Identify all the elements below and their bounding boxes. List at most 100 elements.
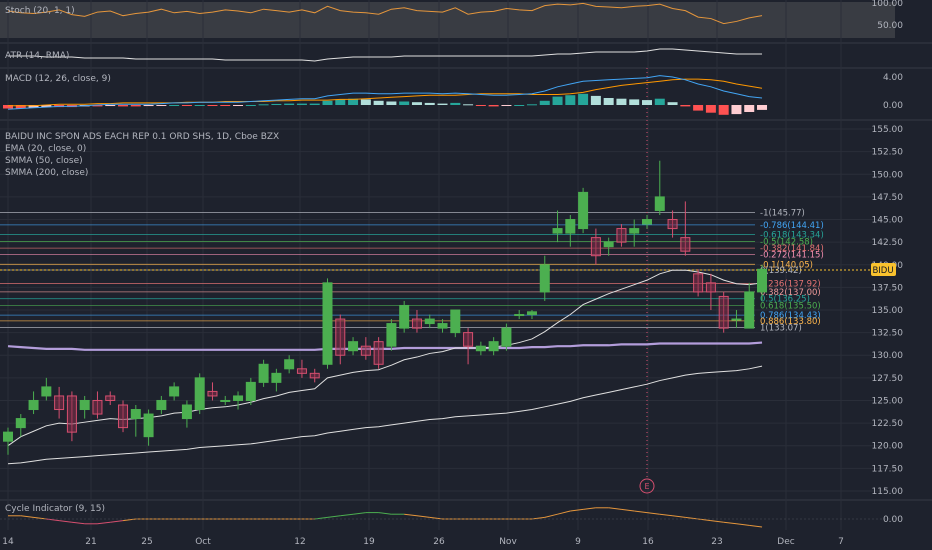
cycle-line-segment: [327, 515, 341, 518]
macd-hist-bar: [744, 105, 755, 112]
macd-label: MACD (12, 26, close, 9): [5, 74, 111, 84]
earnings-event-marker[interactable]: E: [639, 478, 655, 494]
price-pane: BAIDU INC SPON ADS EACH REP 0.1 ORD SHS,…: [5, 132, 279, 178]
macd-hist-bar: [463, 104, 474, 106]
cycle-line-segment: [710, 520, 724, 523]
candle-body: [3, 431, 13, 442]
atr-pane: ATR (14, RMA): [5, 51, 69, 61]
macd-hist-bar: [15, 105, 26, 109]
candle-body: [92, 399, 103, 415]
macd-hist-bar: [514, 105, 525, 106]
grid: [0, 0, 932, 530]
macd-hist-bar: [603, 98, 614, 105]
fib-label: -0.5(142.58): [760, 237, 813, 247]
macd-hist-bar: [245, 105, 256, 106]
stoch-tick-100: 100.00: [872, 0, 904, 9]
cycle-line-segment: [416, 515, 430, 518]
macd-hist-bar: [578, 93, 589, 105]
fib-label: -0.382(141.84): [760, 244, 824, 254]
atr-line: [8, 48, 763, 62]
x-tick-label: 12: [294, 537, 305, 547]
y-tick-label: 120.00: [872, 442, 904, 452]
candle-body: [654, 196, 665, 211]
candle-body: [667, 219, 678, 230]
candle-body: [526, 311, 537, 316]
cycle-line-segment: [736, 523, 750, 526]
candle-body: [156, 399, 167, 411]
macd-hist-bar: [654, 98, 665, 105]
fib-label: -0.1(140.05): [760, 260, 813, 270]
y-tick-label: 135.00: [872, 306, 904, 316]
fib-label: 0.786(134.43): [760, 311, 821, 321]
cycle-line-segment: [659, 513, 673, 517]
y-tick-label: 117.50: [872, 464, 904, 474]
macd-hist-bar: [616, 98, 627, 105]
macd-pane: MACD (12, 26, close, 9) 4.00 0.00: [5, 73, 903, 111]
candle-body: [130, 409, 141, 420]
candle-body: [539, 264, 550, 293]
y-tick-label: 115.00: [872, 487, 904, 497]
cycle-tick-0: 0.00: [883, 515, 903, 525]
y-tick-label: 155.00: [872, 125, 904, 135]
macd-hist-bar: [207, 105, 218, 106]
macd-hist-bar: [92, 105, 103, 107]
macd-hist-bar: [233, 105, 244, 106]
macd-line: [7, 75, 763, 110]
macd-histogram: [3, 93, 768, 115]
cycle-label: Cycle Indicator (9, 15): [5, 504, 105, 514]
cycle-line-segment: [531, 516, 545, 520]
macd-hist-bar: [488, 105, 499, 107]
x-tick-label: 14: [2, 537, 14, 547]
y-tick-label: 152.50: [872, 148, 904, 158]
fib-label: 0.5(136.25): [760, 295, 810, 305]
candle-body: [565, 219, 576, 234]
macd-hist-bar: [526, 104, 537, 106]
candle-body: [284, 359, 295, 370]
candle-body: [296, 368, 307, 374]
candle-body: [143, 413, 154, 438]
macd-hist-bar: [539, 100, 550, 105]
smma200-line: [7, 341, 763, 351]
candle-body: [488, 341, 499, 352]
fib-label: 0.886(133.80): [760, 317, 821, 327]
macd-hist-bar: [335, 99, 346, 105]
candle-body: [399, 304, 410, 329]
candle-body: [181, 404, 192, 420]
fib-label: -0.786(144.41): [760, 221, 824, 231]
x-tick-label: 25: [141, 537, 152, 547]
fib-label: 0.382(137.00): [760, 288, 821, 298]
event-marker-text: E: [644, 482, 649, 491]
macd-hist-bar: [501, 105, 512, 106]
macd-hist-bar: [105, 105, 116, 107]
macd-tick-4: 4.00: [883, 73, 903, 83]
candle-body: [578, 191, 589, 230]
cycle-line-segment: [570, 508, 584, 512]
cycle-line-segment: [583, 507, 596, 510]
macd-hist-bar: [143, 105, 154, 107]
macd-hist-bar: [130, 105, 141, 107]
macd-hist-bar: [296, 103, 307, 105]
macd-hist-bar: [386, 101, 397, 105]
price-tag: BIDU: [871, 263, 896, 276]
candle-body: [705, 282, 716, 293]
x-tick-label: Oct: [195, 537, 211, 547]
cycle-line-segment: [352, 512, 366, 515]
symbol-title: BAIDU INC SPON ADS EACH REP 0.1 ORD SHS,…: [5, 132, 279, 142]
fib-label: 0(139.42): [760, 266, 802, 276]
x-tick-label: 16: [642, 537, 654, 547]
cycle-line-segment: [685, 516, 699, 520]
candle-body: [463, 332, 474, 347]
macd-tick-0: 0.00: [883, 101, 903, 111]
macd-hist-bar: [169, 105, 180, 106]
cycle-line-segment: [340, 513, 354, 517]
y-tick-label: 127.50: [872, 374, 904, 384]
smma50-label: SMMA (50, close): [5, 156, 83, 166]
y-tick-label: 132.50: [872, 329, 904, 339]
y-tick-label: 125.00: [872, 396, 904, 406]
candle-body: [309, 372, 320, 379]
candle-body: [15, 418, 26, 429]
candle-body: [118, 404, 129, 429]
candle-body: [348, 341, 359, 352]
candle-body: [360, 345, 371, 356]
